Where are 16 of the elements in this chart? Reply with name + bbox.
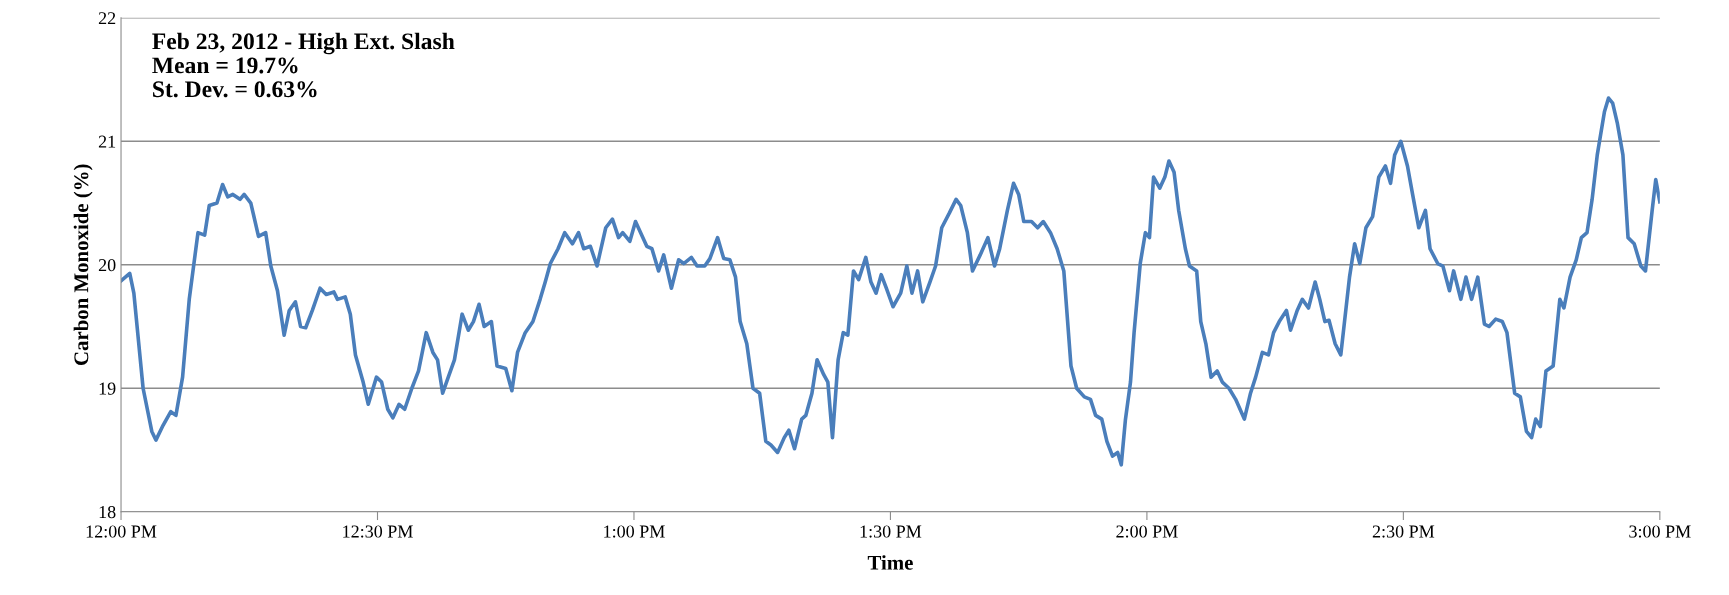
x-axis-title: Time: [867, 555, 913, 570]
y-axis-title: Carbon Monoxide (%): [73, 164, 93, 366]
y-tick-label: 21: [98, 135, 116, 148]
line-series: [121, 96, 1660, 467]
x-tick-label: 1:00 PM: [604, 525, 665, 538]
y-tick-label: 19: [99, 382, 116, 395]
y-tick-label: 22: [98, 12, 116, 25]
annotation: Feb 23, 2012 - High Ext. Slash Mean = 19.7% St. Dev. = 0.63%: [152, 32, 455, 98]
x-tick-label: 3:00 PM: [1629, 525, 1691, 538]
x-tick-label: 2:30 PM: [1372, 525, 1435, 538]
y-tick-label: 18: [99, 505, 116, 519]
x-tick-label: 2:00 PM: [1116, 525, 1178, 538]
y-tick-label: 20: [98, 259, 116, 272]
x-tick-label: 12:00 PM: [86, 525, 157, 538]
x-tick-label: 12:30 PM: [343, 525, 413, 538]
x-tick-label: 1:30 PM: [860, 525, 922, 538]
